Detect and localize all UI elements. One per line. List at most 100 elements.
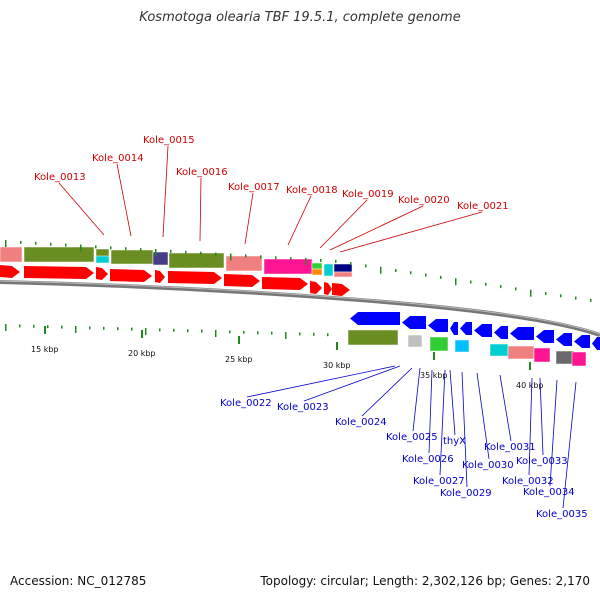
- gc-dot: [485, 282, 487, 286]
- reverse-gene-label: Kole_0030: [462, 460, 514, 471]
- forward-cds-arrow: [310, 281, 322, 294]
- reverse-cog-box: [507, 345, 535, 360]
- gc-dot: [335, 259, 337, 263]
- gc-dot: [365, 264, 367, 268]
- reverse-cog-box: [489, 343, 509, 357]
- forward-cds-arrow: [324, 282, 332, 295]
- scale-tick-label: 20 kbp: [128, 349, 156, 358]
- forward-cog-box: [225, 255, 263, 272]
- gc-dot: [20, 240, 22, 244]
- gc-dot: [327, 333, 329, 337]
- forward-label-leader: [244, 192, 254, 245]
- gc-dot: [140, 248, 142, 252]
- reverse-gene-label: Kole_0033: [516, 456, 568, 467]
- reverse-gene-labels: Kole_0022 Kole_0023 Kole_0024 Kole_0025 Kole…: [220, 365, 588, 520]
- forward-gene-label: Kole_0019: [342, 189, 394, 200]
- scale-ticks: 15 kbp 20 kbp 25 kbp 30 kbp 35 kbp 40 kbp: [31, 326, 544, 390]
- forward-cds-arrow: [96, 267, 108, 280]
- gc-dot: [173, 328, 175, 332]
- gc-dot: [80, 244, 82, 252]
- genome-backbone: [0, 280, 600, 337]
- reverse-label-leader: [428, 369, 433, 454]
- gc-dot: [395, 269, 397, 272]
- forward-cog-track: [0, 246, 353, 278]
- gc-dot: [590, 298, 592, 302]
- reverse-label-leader: [549, 379, 558, 487]
- gc-dot: [290, 257, 292, 261]
- reverse-cds-arrow: [510, 327, 534, 340]
- reverse-label-leader: [461, 371, 468, 488]
- forward-cds-arrow: [110, 269, 152, 282]
- gc-dot: [155, 249, 157, 256]
- reverse-label-leader: [412, 367, 421, 432]
- gc-dot: [470, 280, 472, 284]
- gc-dot: [201, 329, 203, 333]
- forward-cog-box: [95, 255, 110, 264]
- reverse-label-leader: [528, 377, 533, 476]
- reverse-cog-box: [407, 334, 423, 348]
- gc-dot: [380, 266, 382, 274]
- reverse-label-leader: [246, 365, 396, 398]
- forward-cds-arrow: [224, 274, 260, 287]
- gc-dot: [305, 258, 307, 265]
- reverse-label-leader: [562, 381, 577, 509]
- reverse-cog-box: [347, 329, 399, 346]
- forward-label-leader: [329, 205, 424, 251]
- gc-dot: [5, 240, 7, 247]
- reverse-gene-label: Kole_0032: [502, 476, 554, 487]
- reverse-cds-arrow: [556, 333, 572, 346]
- forward-cds-arrow: [262, 277, 308, 290]
- reverse-gene-label: Kole_0029: [440, 488, 492, 499]
- scale-tick-label: 25 kbp: [225, 355, 253, 364]
- gc-dot: [229, 330, 231, 334]
- reverse-label-leader: [476, 372, 490, 460]
- scale-tick-label: 30 kbp: [323, 361, 351, 370]
- gc-dot: [285, 332, 287, 339]
- gc-dot: [560, 294, 562, 298]
- gc-dot: [5, 324, 7, 331]
- reverse-cog-box: [571, 351, 587, 367]
- forward-cds-track: [0, 265, 350, 296]
- gc-dot: [271, 331, 273, 335]
- forward-label-leader: [339, 211, 483, 253]
- reverse-gene-label: Kole_0026: [402, 454, 454, 465]
- gc-dot: [131, 327, 133, 331]
- gc-dot: [117, 327, 119, 331]
- gc-dot: [187, 329, 189, 333]
- gc-dot: [145, 328, 147, 335]
- forward-cog-box: [152, 251, 169, 266]
- forward-cog-box: [333, 263, 353, 273]
- forward-cog-box: [311, 268, 323, 276]
- gc-dot: [313, 332, 315, 336]
- forward-label-leader: [58, 182, 105, 236]
- accession-text: Accession: NC_012785: [10, 574, 147, 588]
- reverse-cds-arrow: [494, 326, 508, 339]
- genome-backbone-highlight: [0, 280, 600, 335]
- forward-gene-label: Kole_0017: [228, 182, 280, 193]
- gc-dot: [35, 241, 37, 245]
- gc-dot: [47, 325, 49, 329]
- reverse-cds-arrow: [592, 337, 600, 350]
- gc-dot: [260, 255, 262, 259]
- gc-dot: [410, 271, 412, 275]
- forward-gene-label: Kole_0018: [286, 185, 338, 196]
- gc-dot: [215, 330, 217, 337]
- reverse-label-leader: [449, 369, 456, 436]
- forward-cds-arrow: [332, 283, 350, 296]
- map-title: Kosmotoga olearia TBF 19.5.1, complete g…: [139, 10, 461, 25]
- forward-gene-label: Kole_0014: [92, 153, 144, 164]
- gc-dot: [455, 278, 457, 286]
- gc-dot: [500, 285, 502, 289]
- forward-cog-box: [311, 262, 323, 270]
- forward-gene-label: Kole_0020: [398, 195, 450, 206]
- scale-tick-label: 15 kbp: [31, 345, 59, 354]
- reverse-gene-label: Kole_0034: [523, 487, 575, 498]
- reverse-cds-arrow: [474, 324, 492, 337]
- forward-cog-box: [110, 249, 154, 265]
- forward-gene-label: Kole_0015: [143, 135, 195, 146]
- forward-cds-arrow: [24, 266, 94, 279]
- reverse-cds-track: [350, 312, 600, 350]
- reverse-cog-box: [533, 347, 551, 363]
- forward-cog-box: [168, 252, 225, 269]
